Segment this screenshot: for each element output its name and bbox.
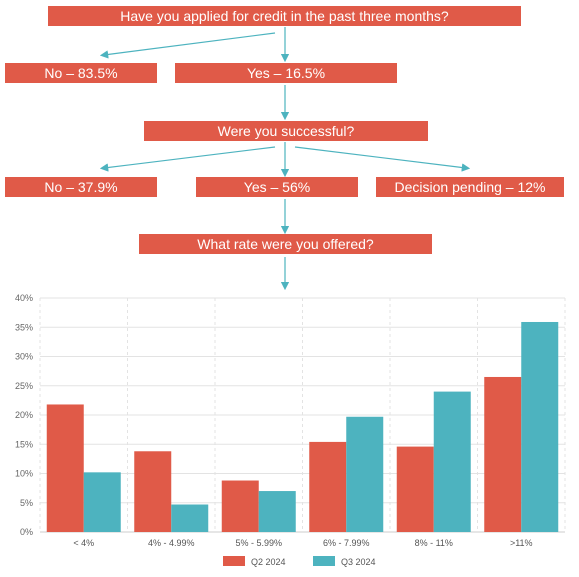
answer-applied-no: No – 83.5% bbox=[5, 63, 157, 83]
y-tick-label: 5% bbox=[20, 498, 33, 508]
arrow-q2-to-no bbox=[99, 146, 276, 172]
bar-q2-2024 bbox=[484, 376, 522, 532]
bar-q3-2024 bbox=[521, 321, 559, 532]
legend-label: Q3 2024 bbox=[341, 557, 376, 567]
bar-q2-2024 bbox=[309, 441, 347, 532]
bar-q3-2024 bbox=[346, 416, 384, 532]
question-rate-offered: What rate were you offered? bbox=[139, 234, 432, 254]
rate-offered-bar-chart: 0% 5% 10% 15% 20% 25% 30% 35% 40% < 4% 4% - 4.99%… bbox=[15, 293, 566, 567]
chart-legend: Q2 2024 Q3 2024 bbox=[223, 556, 376, 567]
y-tick-label: 35% bbox=[15, 322, 33, 332]
y-tick-label: 20% bbox=[15, 410, 33, 420]
x-tick-label: 8% - 11% bbox=[415, 538, 453, 548]
answer-decision-pending: Decision pending – 12% bbox=[376, 177, 564, 197]
chart-bars bbox=[46, 321, 559, 532]
y-tick-label: 25% bbox=[15, 381, 33, 391]
legend-swatch bbox=[223, 556, 245, 566]
legend-label: Q2 2024 bbox=[251, 557, 286, 567]
y-axis-ticks: 0% 5% 10% 15% 20% 25% 30% 35% 40% bbox=[15, 293, 33, 537]
answer-applied-yes: Yes – 16.5% bbox=[175, 63, 397, 83]
x-tick-label: 4% - 4.99% bbox=[148, 538, 195, 548]
x-tick-label: < 4% bbox=[73, 538, 94, 548]
bar-q3-2024 bbox=[258, 491, 296, 532]
question-applied-credit: Have you applied for credit in the past … bbox=[48, 6, 521, 26]
bar-q2-2024 bbox=[221, 480, 259, 532]
x-tick-label: 5% - 5.99% bbox=[235, 538, 282, 548]
arrow-q2-to-pending bbox=[294, 146, 471, 172]
question-successful: Were you successful? bbox=[144, 121, 428, 141]
chart-gridlines bbox=[39, 297, 566, 533]
x-axis-ticks: < 4% 4% - 4.99% 5% - 5.99% 6% - 7.99% 8% - 1… bbox=[73, 538, 532, 548]
y-tick-label: 30% bbox=[15, 352, 33, 362]
y-tick-label: 15% bbox=[15, 439, 33, 449]
answer-successful-no: No – 37.9% bbox=[5, 177, 157, 197]
x-tick-label: 6% - 7.99% bbox=[323, 538, 370, 548]
bar-q2-2024 bbox=[134, 451, 172, 532]
x-tick-label: >11% bbox=[510, 538, 533, 548]
bar-q2-2024 bbox=[396, 446, 434, 532]
answer-successful-yes: Yes – 56% bbox=[196, 177, 358, 197]
bar-q2-2024 bbox=[46, 404, 84, 532]
y-tick-label: 0% bbox=[20, 527, 33, 537]
y-tick-label: 10% bbox=[15, 469, 33, 479]
flowchart-connectors bbox=[99, 27, 471, 290]
arrow-q1-to-no bbox=[99, 32, 276, 59]
y-tick-label: 40% bbox=[15, 293, 33, 303]
bar-q3-2024 bbox=[171, 504, 209, 532]
legend-swatch bbox=[313, 556, 335, 566]
bar-q3-2024 bbox=[433, 391, 471, 532]
bar-q3-2024 bbox=[83, 472, 121, 532]
